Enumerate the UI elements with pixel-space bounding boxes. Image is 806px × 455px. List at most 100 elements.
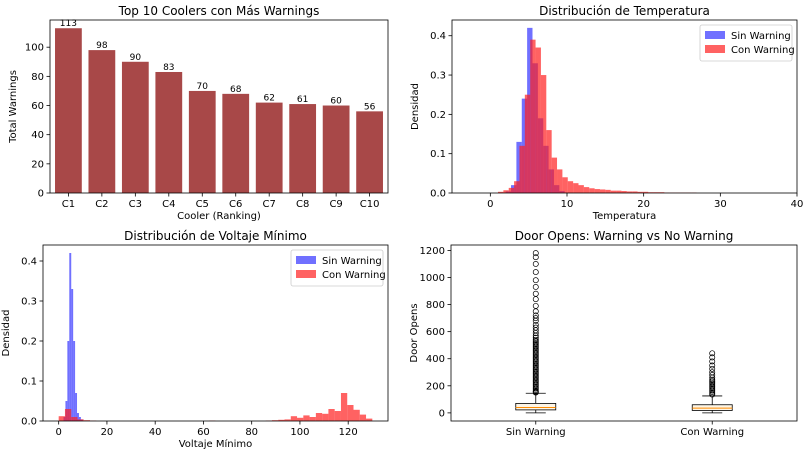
hist-bin: [530, 39, 536, 194]
box-outlier: [532, 324, 539, 331]
hist-bin: [71, 417, 78, 421]
bar-value-label: 60: [330, 97, 342, 107]
hist-bin: [637, 191, 643, 193]
hist-ytick-label: 0.3: [21, 297, 37, 308]
hist-xtick-label: 40: [791, 199, 804, 210]
hist-bin: [73, 341, 76, 421]
hist-ytick-label: 0.1: [21, 377, 37, 388]
hist-bin: [78, 417, 81, 421]
box-title: Door Opens: Warning vs No Warning: [515, 229, 734, 243]
box-outlier: [532, 254, 539, 261]
hist-bin: [67, 341, 70, 421]
bar-C9: [322, 105, 350, 193]
bar-C6: [222, 93, 250, 193]
box-outlier: [532, 336, 539, 343]
bar-value-label: 68: [230, 85, 242, 95]
hist-bin: [498, 191, 504, 193]
hist-ylabel: Densidad: [410, 83, 421, 130]
bar-title: Top 10 Coolers con Más Warnings: [118, 4, 320, 18]
hist-legend-swatch: [705, 45, 725, 53]
hist-xtick-label: 20: [101, 427, 114, 438]
hist-bin: [562, 177, 568, 193]
hist-bin: [567, 181, 574, 193]
bar-ytick-label: 0: [38, 189, 44, 200]
hist-ytick-label: 0.4: [430, 31, 446, 42]
box-outlier: [532, 269, 539, 276]
box-outlier: [532, 296, 539, 303]
box-xtick-label: Sin Warning: [506, 427, 566, 438]
chart-voltaje: 0.0 0.1 0.2 0.3 0.4 0 20 40 60 80 100 120 Distribuci…: [1, 229, 389, 450]
hist-bin: [610, 190, 617, 193]
hist-bin: [347, 405, 354, 421]
box-outlier: [532, 312, 539, 319]
hist-bin: [64, 409, 72, 421]
hist-bin: [315, 413, 323, 421]
bar-value-label: 62: [263, 94, 274, 104]
chart-door: Sin Warning Con Warning 0 200 400 600 800 1000 1…: [409, 229, 798, 438]
hist-bin: [589, 188, 595, 193]
bar-value-label: 98: [96, 41, 108, 51]
box-ytick-label: 600: [426, 327, 445, 338]
box-outlier: [532, 308, 539, 315]
hist-bin: [578, 185, 584, 193]
box-ytick-label: 1200: [420, 246, 445, 257]
box-outlier: [532, 321, 539, 328]
bar-ytick-label: 40: [31, 130, 44, 141]
hist-bin: [353, 409, 360, 421]
hist-bin: [524, 94, 531, 193]
hist-ytick-label: 0.2: [430, 110, 446, 121]
bar-axes-frame: [49, 19, 389, 194]
bar-ylabel: Total Warnings: [8, 70, 19, 144]
hist-ytick-label: 0.0: [21, 417, 37, 428]
hist-legend-label: Sin Warning: [322, 256, 382, 267]
hist-ytick-label: 0.2: [21, 337, 37, 348]
box-outlier: [709, 354, 716, 361]
hist-xtick-label: 0: [55, 427, 61, 438]
hist-bin: [516, 141, 522, 193]
hist-bin: [605, 189, 611, 193]
box-outlier: [532, 277, 539, 284]
hist-bin: [366, 418, 373, 421]
box-outlier: [532, 284, 539, 290]
hist-bin: [503, 190, 509, 193]
box-ytick-label: 0: [439, 408, 445, 419]
hist-bin: [632, 191, 638, 193]
hist-bin: [508, 187, 515, 193]
box-outlier: [709, 372, 716, 378]
bar-value-label: 70: [197, 82, 209, 92]
hist-legend-swatch: [705, 31, 725, 39]
box-outlier: [709, 365, 716, 372]
bar-xtick-label: C2: [95, 199, 108, 210]
hist-legend-label: Con Warning: [731, 45, 795, 56]
hist-title: Distribución de Voltaje Mínimo: [124, 229, 307, 243]
hist-bin: [290, 416, 298, 421]
box-sin-warning: [515, 250, 557, 414]
hist-bin: [340, 393, 348, 421]
hist-xtick-label: 60: [197, 427, 210, 438]
hist-bin: [551, 157, 558, 193]
bar-C3: [121, 61, 149, 193]
bar-ytick-label: 80: [31, 72, 44, 83]
bar-C5: [188, 90, 216, 193]
bar-ytick-label: 60: [31, 101, 44, 112]
hist-xtick-label: 30: [714, 199, 727, 210]
hist-bin: [322, 413, 329, 421]
hist-xtick-label: 0: [487, 199, 493, 210]
hist-bin: [328, 409, 335, 421]
bar-C1: [55, 28, 82, 193]
chart-temperatura: 0.0 0.1 0.2 0.3 0.4 0 10 20 30 40 Distribución de …: [410, 4, 804, 222]
hist-xtick-label: 20: [637, 199, 650, 210]
box-outlier: [709, 369, 716, 376]
hist-bin: [535, 47, 541, 193]
hist-bin: [583, 187, 590, 193]
hist-bin: [71, 289, 74, 421]
box-ytick-label: 800: [426, 300, 445, 311]
hist-xtick-label: 100: [290, 427, 309, 438]
series-con-warning: [498, 39, 697, 194]
hist-bin: [599, 189, 606, 193]
bar-xtick-label: C6: [229, 199, 242, 210]
hist-bin: [573, 183, 579, 193]
hist-legend-label: Sin Warning: [731, 31, 791, 42]
hist-bin: [546, 130, 552, 193]
series-sin-warning: [63, 253, 83, 421]
